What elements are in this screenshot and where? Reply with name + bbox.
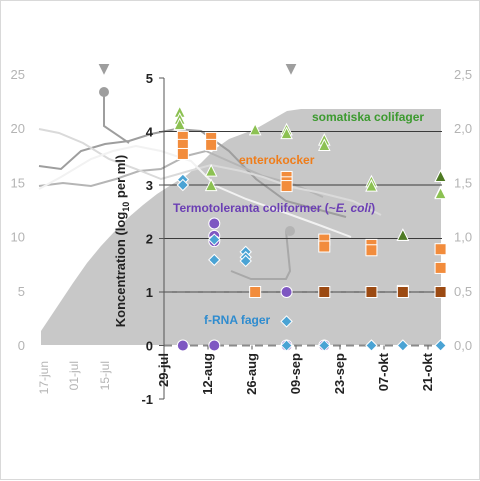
point-diamond bbox=[208, 233, 221, 246]
y-axis-label: Koncentration (log10 per ml) bbox=[113, 155, 131, 328]
point-triangle bbox=[204, 164, 218, 177]
y-tick-label: 2 bbox=[146, 232, 153, 247]
background-left-axis: 0 5 10 15 20 25 bbox=[11, 67, 25, 353]
point-dark-triangle bbox=[434, 169, 447, 182]
background-line bbox=[38, 149, 324, 198]
annotation-coliform-tail: ) bbox=[371, 201, 375, 215]
background-circle bbox=[285, 226, 295, 236]
background-left-tick-label: 25 bbox=[11, 67, 25, 82]
annotation-somatic: somatiska colifager bbox=[312, 110, 424, 124]
point-dark-square bbox=[396, 286, 409, 298]
background-x-tick-label: 17-jun bbox=[37, 361, 51, 394]
x-tick-label: 07-okt bbox=[376, 352, 391, 391]
point-triangle bbox=[280, 126, 293, 140]
background-right-tick-label: 1,5 bbox=[454, 175, 472, 190]
annotation-coliform: Termotoleranta coliformer (~E. coli) bbox=[173, 201, 375, 215]
point-diamond bbox=[176, 178, 190, 192]
point-square bbox=[205, 138, 218, 151]
y-tick-label: 4 bbox=[146, 125, 154, 140]
background-line bbox=[38, 144, 352, 238]
background-marker-arrow: ▼ bbox=[286, 61, 297, 77]
point-triangle bbox=[173, 117, 187, 131]
point-square bbox=[249, 286, 262, 298]
background-line bbox=[38, 128, 382, 216]
point-diamond bbox=[239, 254, 252, 268]
point-triangle bbox=[248, 122, 262, 136]
background-right-tick-label: 0,0 bbox=[454, 338, 472, 353]
background-right-axis: 0,0 0,5 1,0 1,5 2,0 2,5 bbox=[454, 67, 472, 353]
point-square bbox=[434, 261, 447, 274]
background-right-tick-label: 1,0 bbox=[454, 230, 472, 245]
background-line bbox=[103, 92, 130, 144]
point-circle bbox=[280, 286, 293, 298]
point-circle bbox=[176, 339, 189, 352]
point-square bbox=[434, 243, 447, 256]
background-left-tick-label: 5 bbox=[18, 284, 25, 299]
point-square bbox=[176, 147, 189, 160]
point-diamond bbox=[208, 253, 221, 267]
background-x-tick-label: 01-jul bbox=[67, 361, 81, 390]
point-diamond bbox=[396, 339, 410, 352]
x-tick-label: 09-sep bbox=[288, 353, 303, 394]
point-square bbox=[365, 244, 378, 257]
background-lines bbox=[38, 87, 382, 280]
point-triangle bbox=[204, 178, 218, 192]
point-dark-triangle bbox=[396, 228, 410, 241]
x-tick-label: 26-aug bbox=[244, 353, 259, 395]
background-area bbox=[41, 109, 441, 345]
point-diamond bbox=[318, 339, 331, 352]
annotation-frna: f-RNA fager bbox=[204, 313, 271, 327]
background-line bbox=[230, 230, 292, 280]
point-diamond bbox=[365, 339, 378, 352]
x-axis-ticks: 29-jul 12-aug 26-aug 09-sep 23-sep 07-okt 21-o… bbox=[156, 345, 435, 395]
point-square bbox=[280, 180, 293, 193]
background-x-tick-label: 15-jul bbox=[98, 361, 112, 390]
y-tick-label: 0 bbox=[146, 339, 153, 354]
annotation-coliform-italic: E. coli bbox=[336, 201, 372, 215]
y-axis-label-main: Koncentration (log bbox=[113, 212, 128, 328]
point-dark-square bbox=[318, 286, 331, 298]
x-tick-label: 12-aug bbox=[200, 353, 215, 395]
y-tick-label: 3 bbox=[146, 178, 153, 193]
y-tick-label: -1 bbox=[141, 392, 153, 407]
point-diamond bbox=[280, 339, 293, 352]
background-left-tick-label: 20 bbox=[11, 121, 25, 136]
y-axis-label-tail: per ml) bbox=[113, 155, 128, 202]
background-right-tick-label: 2,5 bbox=[454, 67, 472, 82]
y-tick-label: 1 bbox=[146, 285, 153, 300]
y-axis-label-sub: 10 bbox=[121, 202, 131, 212]
annotation-enterococci: enterokocker bbox=[239, 153, 315, 167]
point-square bbox=[318, 240, 331, 253]
point-diamond bbox=[434, 339, 447, 352]
point-triangle bbox=[434, 186, 447, 200]
background-marker-arrow: ▼ bbox=[99, 61, 110, 77]
point-dark-square bbox=[365, 286, 378, 298]
background-circle bbox=[99, 87, 109, 97]
point-dark-square bbox=[434, 286, 447, 298]
background-right-tick-label: 0,5 bbox=[454, 284, 472, 299]
x-tick-label: 29-jul bbox=[156, 353, 171, 387]
x-tick-label: 21-okt bbox=[420, 352, 435, 391]
point-circle bbox=[208, 339, 221, 352]
y-tick-label: 5 bbox=[146, 71, 153, 86]
y-axis-ticks: -1 0 1 2 3 4 5 bbox=[141, 71, 164, 407]
point-triangle bbox=[365, 178, 378, 192]
point-diamond bbox=[280, 315, 293, 328]
data-points bbox=[173, 105, 447, 352]
annotation-coliform-main: Termotoleranta coliformer (~ bbox=[173, 201, 336, 215]
background-left-tick-label: 0 bbox=[18, 338, 25, 353]
background-markers: ▼ ▼ bbox=[99, 61, 297, 77]
background-x-axis: 17-jun 01-jul 15-jul bbox=[37, 361, 112, 394]
background-left-tick-label: 10 bbox=[11, 230, 25, 245]
background-right-tick-label: 2,0 bbox=[454, 121, 472, 136]
point-triangle bbox=[317, 138, 331, 151]
background-left-tick-label: 15 bbox=[11, 175, 25, 190]
point-circle bbox=[208, 217, 221, 230]
x-tick-label: 23-sep bbox=[332, 353, 347, 394]
